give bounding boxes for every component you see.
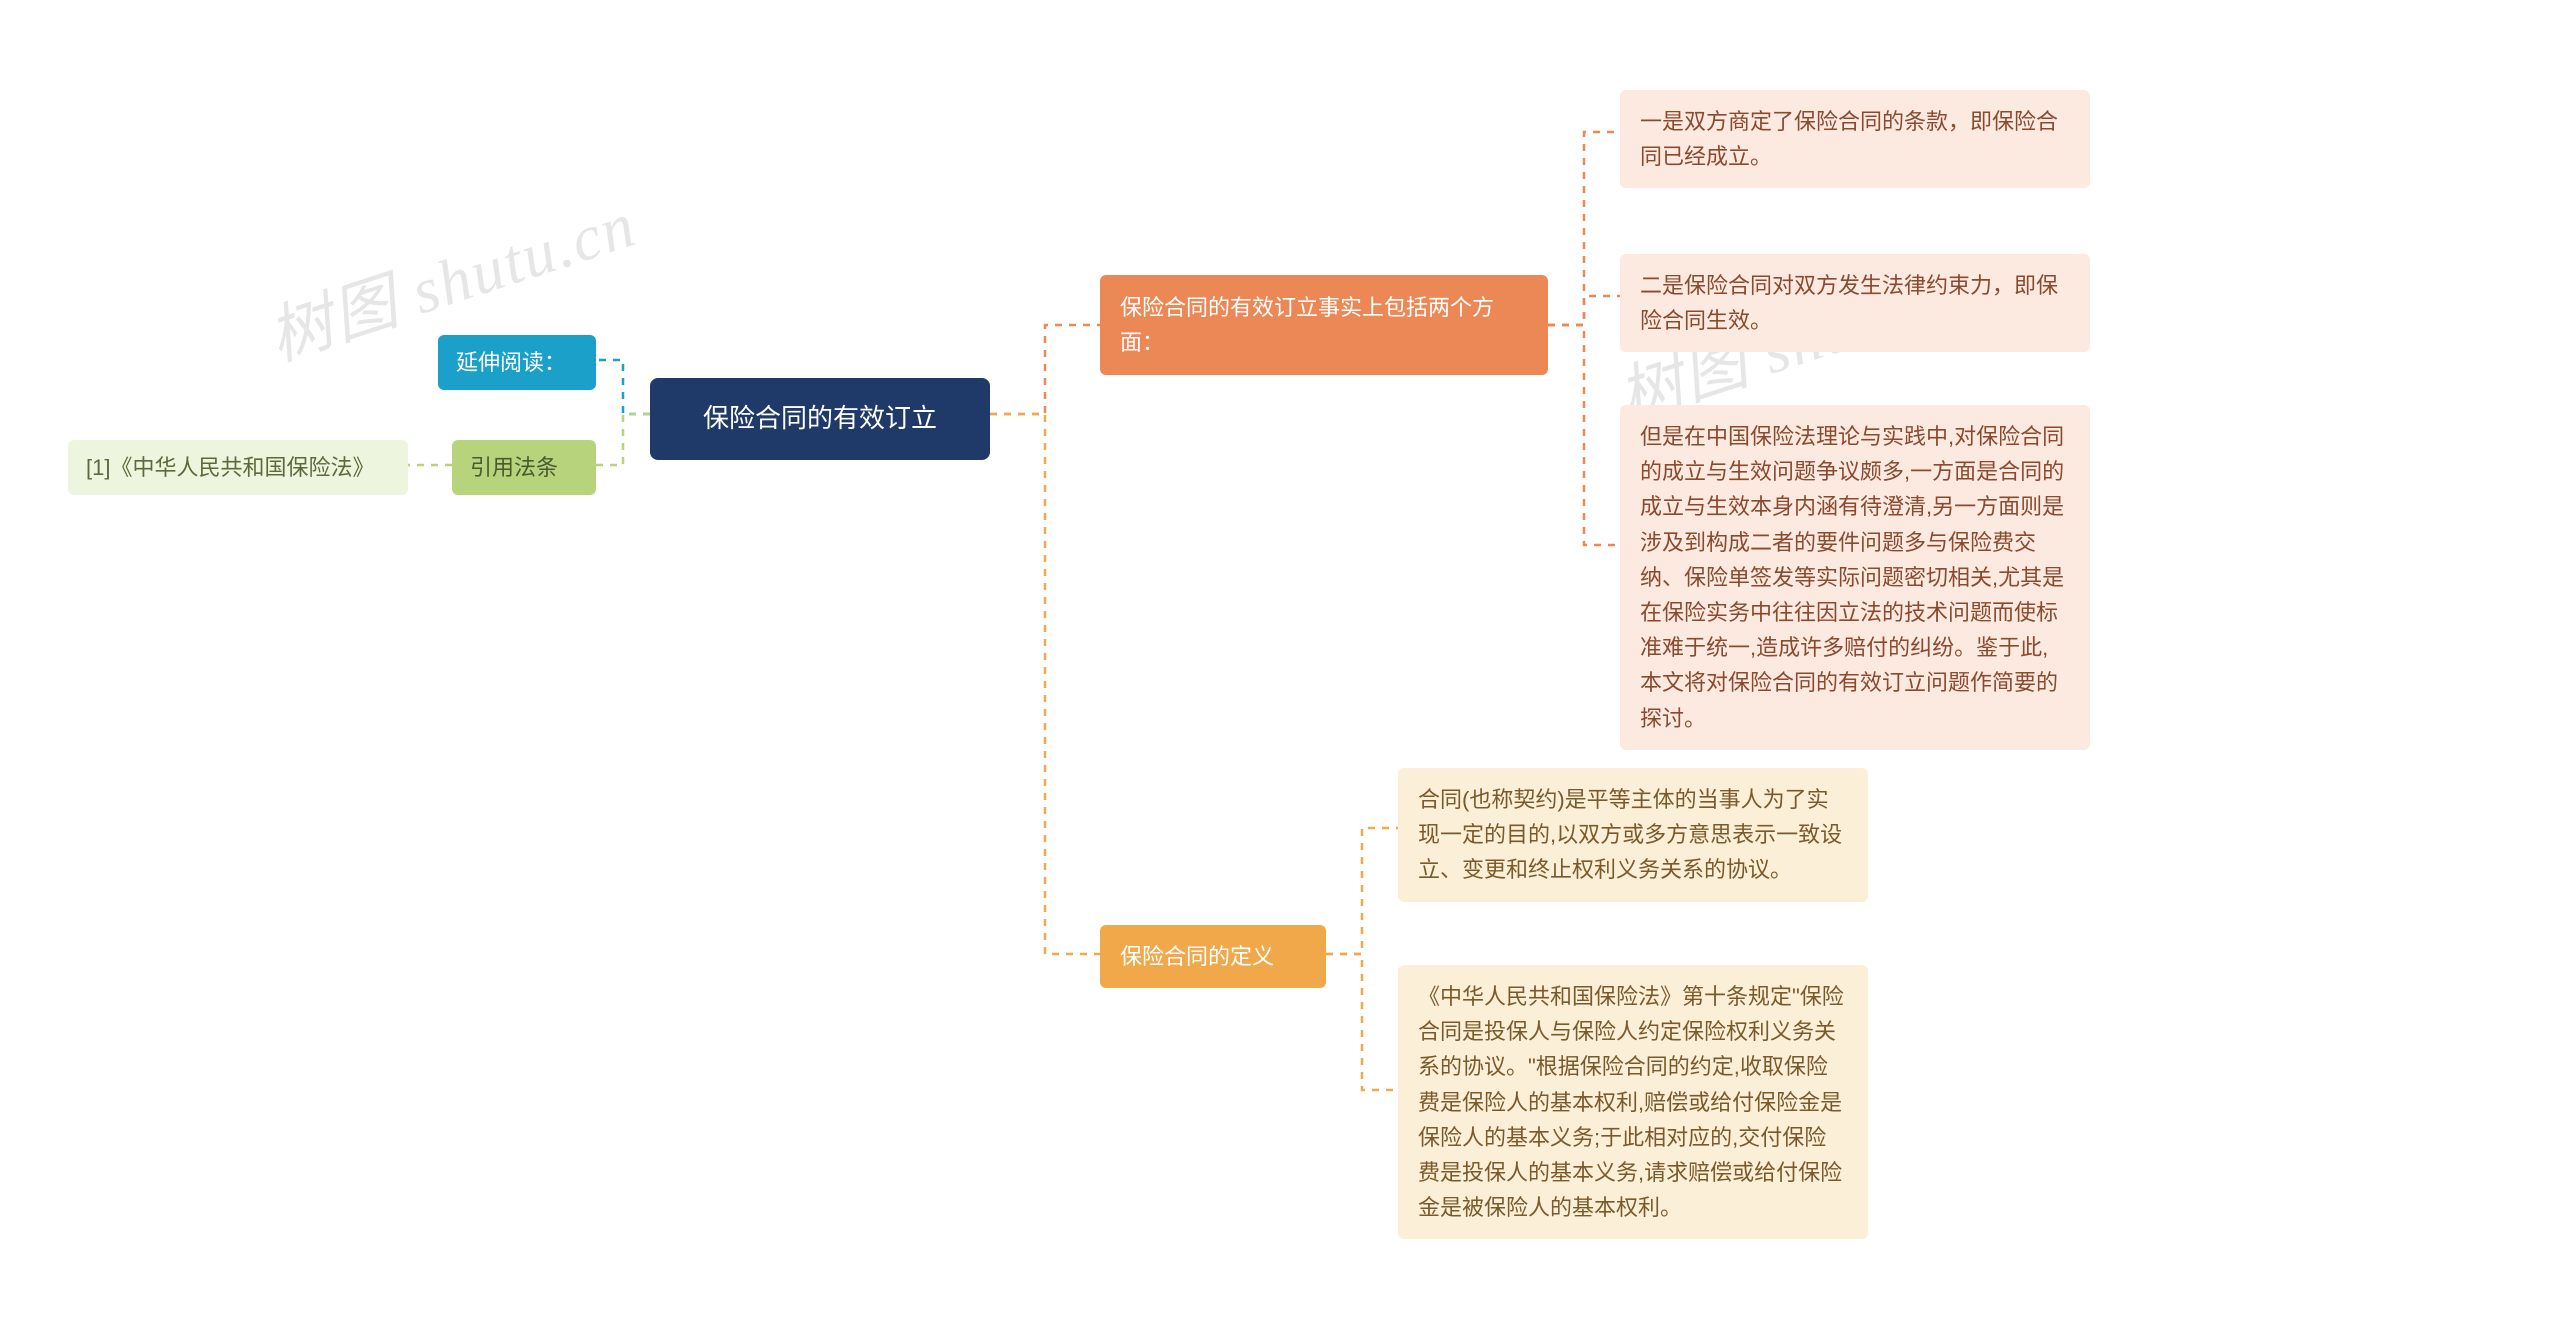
node-two-aspects: 保险合同的有效订立事实上包括两个方面： [1100, 275, 1548, 375]
connectors-layer [0, 0, 2560, 1343]
node-citation: 引用法条 [452, 440, 596, 495]
node-def-2: 《中华人民共和国保险法》第十条规定"保险合同是投保人与保险人约定保险权利义务关系… [1398, 965, 1868, 1239]
node-def-1: 合同(也称契约)是平等主体的当事人为了实现一定的目的,以双方或多方意思表示一致设… [1398, 768, 1868, 902]
node-extend-reading: 延伸阅读： [438, 335, 596, 390]
node-definition: 保险合同的定义 [1100, 925, 1326, 988]
node-aspect-2: 二是保险合同对双方发生法律约束力，即保险合同生效。 [1620, 254, 2090, 352]
node-aspect-1: 一是双方商定了保险合同的条款，即保险合同已经成立。 [1620, 90, 2090, 188]
center-node: 保险合同的有效订立 [650, 378, 990, 460]
node-citation-1: [1]《中华人民共和国保险法》 [68, 440, 408, 495]
node-aspect-3: 但是在中国保险法理论与实践中,对保险合同的成立与生效问题争议颇多,一方面是合同的… [1620, 405, 2090, 750]
